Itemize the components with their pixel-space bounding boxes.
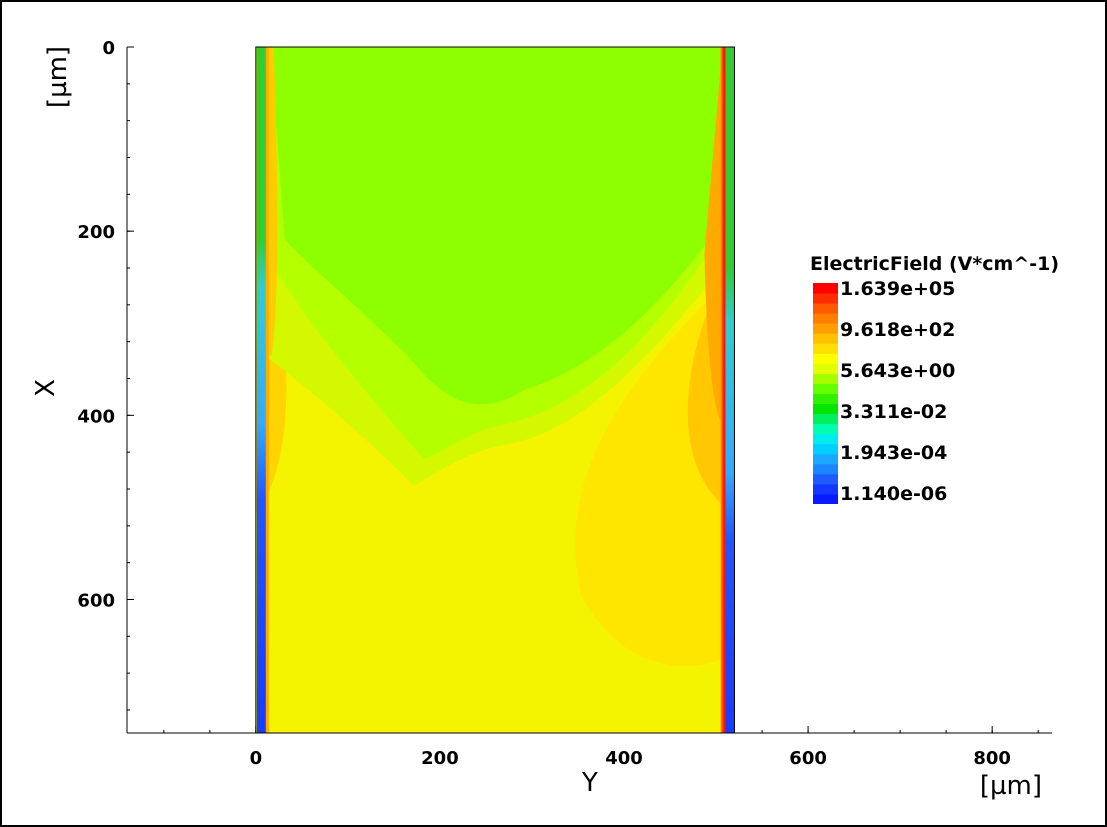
colorbar-band <box>813 493 838 504</box>
right-hot-fringe <box>704 47 725 425</box>
colorbar-band <box>813 403 838 415</box>
colorbar-band <box>813 393 838 405</box>
colorbar-title: ElectricField (V*cm^-1) <box>810 253 1060 275</box>
colorbar-label: 1.639e+05 <box>840 278 956 300</box>
colorbar-band <box>813 443 838 455</box>
left-edge-strip <box>256 47 266 733</box>
colorbar-band <box>813 353 838 364</box>
left-hot-fringe <box>268 47 278 356</box>
colorbar-band <box>813 323 838 334</box>
colorbar-band <box>813 383 838 394</box>
colorbar-band <box>813 473 838 485</box>
device-field <box>255 47 735 733</box>
y-axis-unit: [µm] <box>43 46 73 108</box>
colorbar-band <box>813 463 838 475</box>
colorbar-band <box>813 413 838 425</box>
colorbar-band <box>813 283 838 294</box>
colorbar-label: 3.311e-02 <box>840 401 948 423</box>
colorbar-band <box>813 433 838 445</box>
x-tick-label: 800 <box>973 748 1011 769</box>
colorbar-band <box>813 453 838 465</box>
colorbar-band <box>813 293 838 304</box>
colorbar-label: 9.618e+02 <box>840 319 956 341</box>
device-outline <box>255 46 735 734</box>
field-region-high <box>270 47 725 405</box>
y-axis-title: X <box>31 379 61 397</box>
x-axis-title: Y <box>581 768 598 798</box>
colorbar-band <box>813 423 838 435</box>
y-tick-label: 600 <box>77 590 115 611</box>
x-tick-label: 200 <box>421 748 459 769</box>
right-edge-strip <box>725 47 735 733</box>
colorbar-label: 1.943e-04 <box>840 442 948 464</box>
colorbar-band <box>813 373 838 384</box>
colorbar-band <box>813 343 838 354</box>
left-hot-line <box>265 47 269 733</box>
colorbar-band <box>813 303 838 314</box>
x-axis-unit: [µm] <box>980 771 1042 801</box>
colorbar-band <box>813 363 838 374</box>
y-tick-label: 0 <box>102 38 115 59</box>
colorbar-band <box>813 313 838 324</box>
colorbar-band <box>813 483 838 495</box>
colorbar <box>813 283 838 504</box>
colorbar-label: 1.140e-06 <box>840 483 948 505</box>
y-tick-label: 400 <box>77 406 115 427</box>
y-tick-label: 200 <box>77 222 115 243</box>
colorbar-label: 5.643e+00 <box>840 360 956 382</box>
x-tick-label: 600 <box>789 748 827 769</box>
x-tick-label: 400 <box>605 748 643 769</box>
colorbar-band <box>813 333 838 344</box>
right-hot-line <box>720 47 726 733</box>
x-tick-label: 0 <box>250 748 263 769</box>
